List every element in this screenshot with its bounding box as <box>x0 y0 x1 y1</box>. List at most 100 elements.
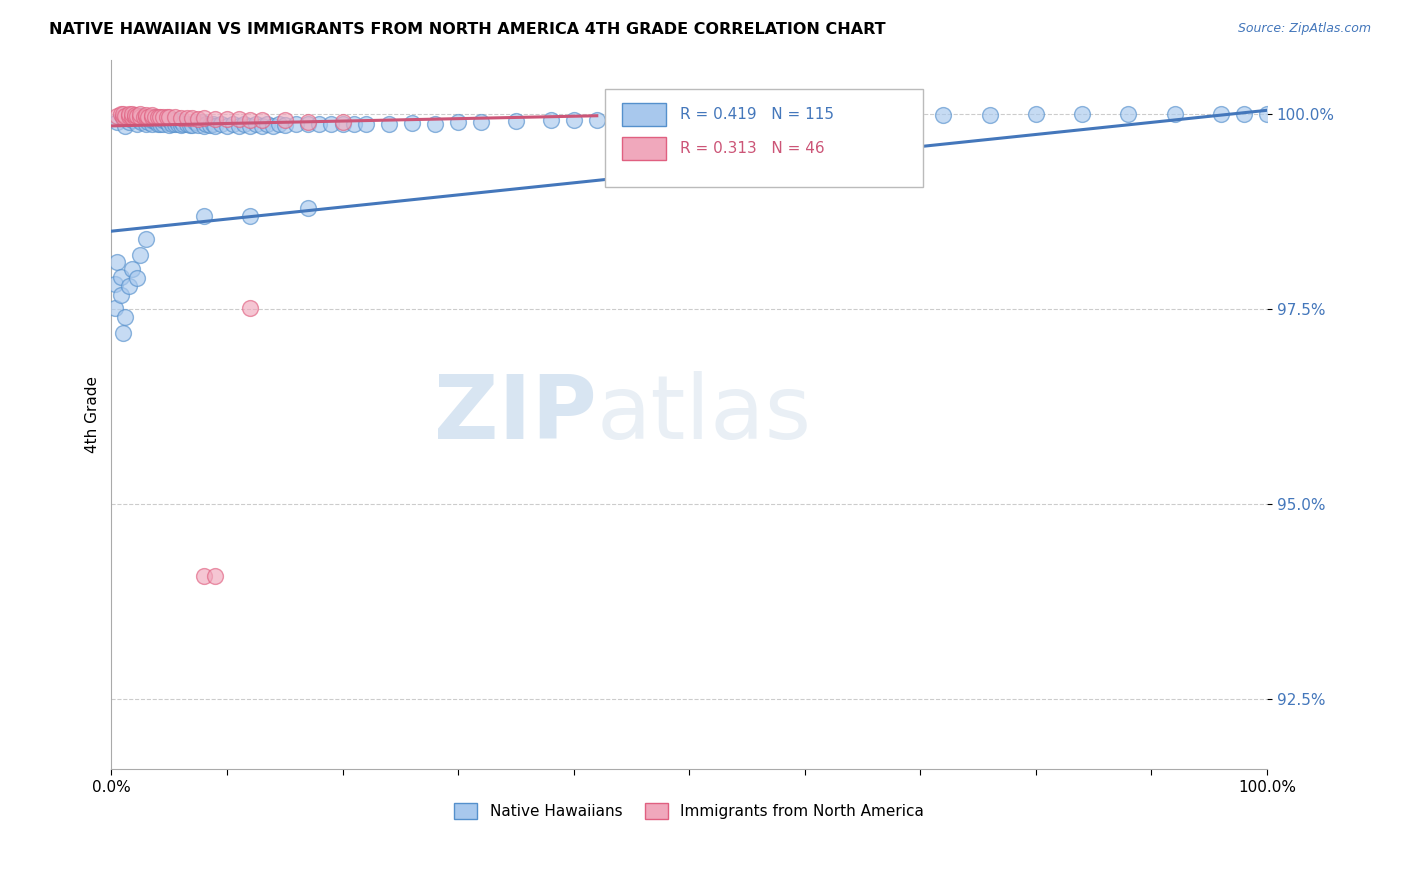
Point <box>118 109 141 123</box>
Point <box>156 111 179 125</box>
Point <box>163 111 186 125</box>
Point <box>131 115 153 129</box>
Point <box>250 113 273 128</box>
Point <box>256 117 278 131</box>
Point <box>655 112 678 127</box>
Point <box>129 107 152 121</box>
Point <box>138 110 160 124</box>
Point <box>146 117 169 131</box>
Point <box>678 112 700 126</box>
Point <box>124 110 146 124</box>
Point <box>274 118 297 132</box>
Point <box>193 209 215 223</box>
Point <box>204 119 226 133</box>
Point <box>470 115 492 129</box>
Point <box>198 118 221 132</box>
Point <box>125 117 148 131</box>
Point <box>181 111 204 125</box>
Point <box>267 117 290 131</box>
Point <box>132 110 155 124</box>
Legend: Native Hawaiians, Immigrants from North America: Native Hawaiians, Immigrants from North … <box>449 797 931 825</box>
Point <box>163 113 186 128</box>
Text: R = 0.419   N = 115: R = 0.419 N = 115 <box>681 107 834 121</box>
Point <box>233 117 256 131</box>
Point <box>135 111 157 125</box>
Point <box>121 107 143 121</box>
Point <box>118 109 141 123</box>
Point <box>163 117 186 131</box>
Point <box>124 109 146 123</box>
Point <box>128 113 150 128</box>
Point <box>170 114 193 128</box>
Point <box>187 118 209 132</box>
Text: NATIVE HAWAIIAN VS IMMIGRANTS FROM NORTH AMERICA 4TH GRADE CORRELATION CHART: NATIVE HAWAIIAN VS IMMIGRANTS FROM NORTH… <box>49 22 886 37</box>
Point <box>239 209 262 223</box>
Point <box>146 112 169 127</box>
Point <box>110 288 132 302</box>
Point <box>423 117 446 131</box>
Point <box>297 115 319 129</box>
Point <box>124 111 146 125</box>
Point <box>111 111 134 125</box>
Point <box>143 114 166 128</box>
Point <box>179 118 201 132</box>
Point <box>172 117 194 131</box>
Point <box>332 117 354 131</box>
Y-axis label: 4th Grade: 4th Grade <box>86 376 100 453</box>
Point <box>111 109 134 123</box>
Point <box>118 115 141 129</box>
Point <box>125 271 148 285</box>
Point <box>121 113 143 128</box>
Point <box>124 108 146 122</box>
Point <box>114 119 136 133</box>
Point <box>138 115 160 129</box>
Point <box>187 112 209 126</box>
Point <box>540 113 562 128</box>
Point <box>1025 107 1047 121</box>
Text: R = 0.313   N = 46: R = 0.313 N = 46 <box>681 141 824 156</box>
Point <box>118 278 141 293</box>
Point <box>378 117 401 131</box>
Point <box>156 115 179 129</box>
Point <box>354 117 377 131</box>
Point <box>239 119 262 133</box>
Point <box>142 110 165 124</box>
Point <box>160 117 183 131</box>
Point <box>170 111 193 125</box>
Point <box>150 111 173 125</box>
Point <box>110 270 132 285</box>
Point <box>152 117 174 131</box>
Point <box>979 108 1001 122</box>
Point <box>141 112 163 127</box>
Point <box>167 117 190 131</box>
Point <box>193 119 215 133</box>
Point <box>215 119 238 133</box>
Point <box>104 277 127 292</box>
Point <box>262 119 284 133</box>
Point <box>562 113 585 128</box>
Point <box>129 111 152 125</box>
Point <box>228 112 250 126</box>
Point <box>114 310 136 324</box>
Point <box>111 326 134 340</box>
Point <box>105 115 128 129</box>
Point <box>149 117 172 131</box>
Point <box>245 117 267 131</box>
Point <box>250 119 273 133</box>
Point <box>1118 107 1140 121</box>
Point <box>748 111 770 125</box>
Text: atlas: atlas <box>596 371 811 458</box>
Point <box>181 118 204 132</box>
Point <box>332 115 354 129</box>
Point <box>157 113 180 128</box>
Point <box>886 109 908 123</box>
Point <box>204 569 226 583</box>
Point <box>183 115 205 129</box>
Point <box>190 115 212 129</box>
Point <box>125 109 148 123</box>
Point <box>308 117 330 131</box>
Point <box>274 113 297 128</box>
Point <box>121 262 143 277</box>
FancyBboxPatch shape <box>623 103 666 126</box>
FancyBboxPatch shape <box>605 89 922 187</box>
